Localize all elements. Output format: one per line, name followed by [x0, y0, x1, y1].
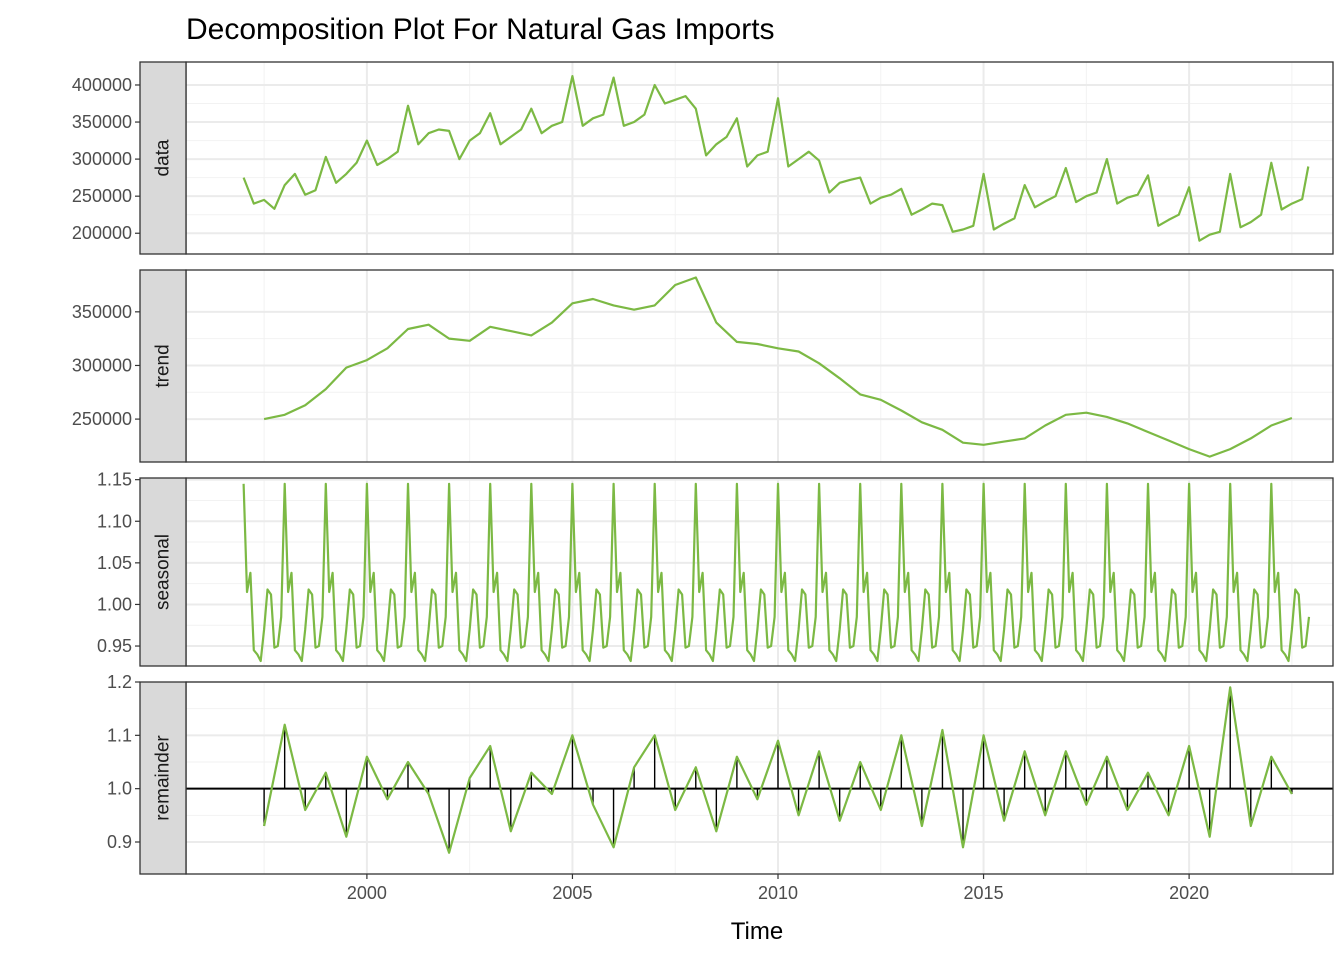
panel-background [186, 478, 1333, 666]
strip-label-trend: trend [153, 344, 174, 387]
y-tick-label: 250000 [72, 409, 132, 429]
x-tick-label: 2005 [552, 883, 592, 903]
panel-strip [139, 269, 187, 463]
x-tick-label: 2015 [964, 883, 1004, 903]
panel-background [186, 62, 1333, 254]
x-tick-label: 2010 [758, 883, 798, 903]
panels-layer: 200000 250000 300000 350000 400000 data 250000… [72, 61, 1334, 903]
y-tick-label: 350000 [72, 302, 132, 322]
y-tick-label: 0.9 [107, 832, 132, 852]
y-tick-label: 1.10 [97, 511, 132, 531]
y-tick-label: 300000 [72, 149, 132, 169]
y-tick-label: 1.15 [97, 470, 132, 490]
strip-label-remainder: remainder [153, 735, 174, 821]
panel-strip [139, 477, 187, 667]
x-tick-label: 2000 [347, 883, 387, 903]
y-tick-label: 350000 [72, 112, 132, 132]
panel-seasonal: 0.95 1.00 1.05 1.10 1.15 seasonal [97, 470, 1334, 667]
strip-label-data: data [153, 139, 174, 176]
strip-label-seasonal: seasonal [153, 534, 174, 610]
series-line-remainder [263, 686, 1293, 854]
panel-strip [139, 61, 187, 255]
series-line-trend [263, 276, 1293, 458]
y-tick-label: 200000 [72, 223, 132, 243]
panel-data: 200000 250000 300000 350000 400000 data [72, 61, 1334, 255]
y-tick-label: 1.05 [97, 553, 132, 573]
series-line-seasonal [242, 482, 1311, 663]
panel-strip [139, 681, 187, 875]
y-tick-label: 250000 [72, 186, 132, 206]
y-tick-label: 400000 [72, 75, 132, 95]
y-tick-label: 1.0 [107, 779, 132, 799]
y-tick-label: 0.95 [97, 636, 132, 656]
panel-trend: 250000 300000 350000 trend [72, 269, 1334, 463]
y-tick-label: 1.00 [97, 594, 132, 614]
y-tick-label: 1.1 [107, 725, 132, 745]
y-tick-label: 300000 [72, 355, 132, 375]
x-axis-title: Time [731, 918, 783, 945]
x-tick-label: 2020 [1169, 883, 1209, 903]
y-tick-label: 1.2 [107, 672, 132, 692]
panel-remainder: 0.9 1.0 1.1 1.2 remainder 2000 2005 2010 2015 202… [107, 672, 1334, 903]
chart-title: Decomposition Plot For Natural Gas Impor… [186, 13, 775, 46]
panel-background [186, 682, 1333, 874]
series-line-data [242, 75, 1310, 242]
